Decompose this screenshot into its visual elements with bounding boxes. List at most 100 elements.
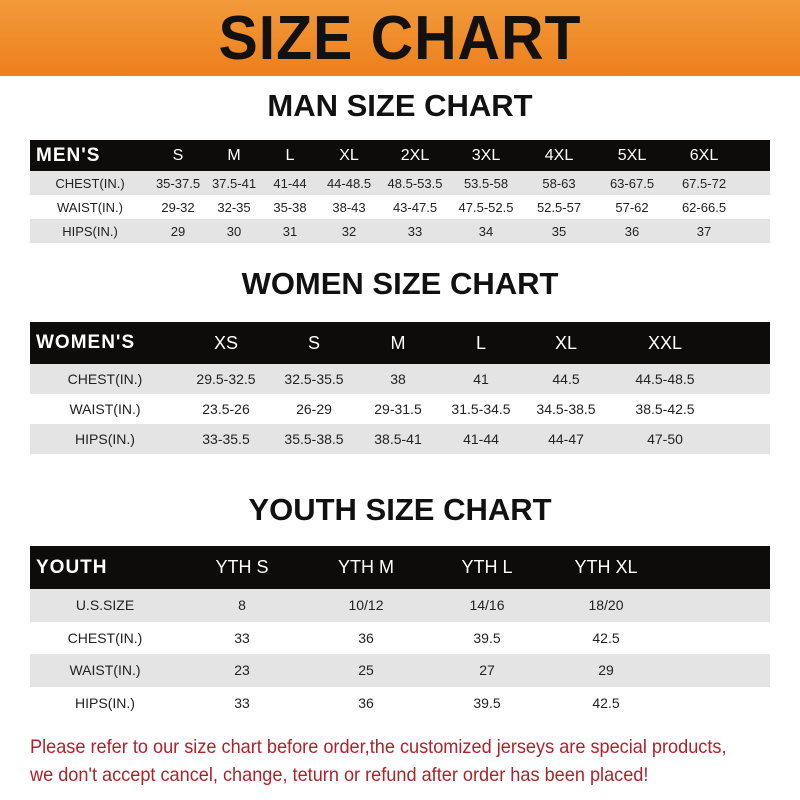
table-cell: 41-44 — [273, 175, 307, 191]
table-cell: 23.5-26 — [202, 401, 250, 417]
size-header: XL — [339, 146, 359, 164]
table-cell: 38-43 — [332, 199, 366, 215]
table-cell: 53.5-58 — [463, 175, 509, 191]
table-cell: 48.5-53.5 — [387, 175, 443, 191]
table-label: YOUTH — [36, 556, 108, 578]
size-header: L — [475, 332, 486, 353]
women-size-table: WOMEN'S XS S M L XL XXL CHEST(IN.) 29.5-32.5 32.5… — [30, 322, 770, 454]
size-header: YTH L — [461, 557, 513, 577]
youth-section-title: YOUTH SIZE CHART — [248, 492, 552, 527]
table-row: U.S.SIZE 8 10/12 14/16 18/20 — [30, 589, 770, 622]
table-cell: 38 — [390, 371, 406, 387]
table-cell: 58-63 — [542, 175, 576, 191]
size-header: M — [390, 332, 406, 353]
size-header: YTH S — [215, 557, 269, 577]
row-label: HIPS(IN.) — [75, 694, 135, 711]
table-cell: 37 — [696, 223, 712, 239]
table-cell: 32.5-35.5 — [284, 371, 344, 387]
row-label: CHEST(IN.) — [67, 371, 143, 387]
table-cell: 33 — [234, 629, 250, 646]
table-cell: 18/20 — [588, 597, 624, 614]
table-row: WAIST(IN.) 29-32 32-35 35-38 38-43 43-47.5 47.… — [30, 195, 770, 219]
table-cell: 41-44 — [463, 431, 499, 447]
notice-line: Please refer to our size chart before or… — [30, 736, 727, 758]
table-cell: 35-38 — [273, 199, 307, 215]
table-cell: 44-48.5 — [326, 175, 372, 191]
page-title: SIZE CHART — [218, 3, 582, 73]
row-label: WAIST(IN.) — [57, 199, 123, 215]
table-row: WAIST(IN.) 23 25 27 29 — [30, 654, 770, 687]
table-cell: 29-31.5 — [374, 401, 422, 417]
table-cell: 62-66.5 — [681, 199, 727, 215]
size-header: 3XL — [471, 146, 501, 164]
row-label: HIPS(IN.) — [62, 223, 118, 239]
table-header-row: MEN'S S M L XL 2XL 3XL 4XL 5XL 6XL — [30, 140, 770, 171]
notice-line: we don't accept cancel, change, teturn o… — [30, 764, 649, 786]
table-cell: 44.5 — [552, 371, 580, 387]
size-header: YTH M — [338, 557, 394, 577]
table-cell: 47-50 — [647, 431, 683, 447]
table-cell: 44.5-48.5 — [635, 371, 695, 387]
table-cell: 14/16 — [469, 597, 505, 614]
size-header: 4XL — [544, 146, 574, 164]
table-cell: 39.5 — [473, 629, 501, 646]
table-cell: 32 — [341, 223, 357, 239]
table-cell: 35 — [551, 223, 567, 239]
size-header: S — [172, 146, 184, 164]
table-row: WAIST(IN.) 23.5-26 26-29 29-31.5 31.5-34.5 34… — [30, 394, 770, 424]
size-header: 6XL — [689, 146, 719, 164]
row-label: CHEST(IN.) — [67, 629, 143, 646]
men-size-table: MEN'S S M L XL 2XL 3XL 4XL 5XL 6XL CHEST(IN.) 35-37… — [30, 140, 770, 243]
order-notice: Please refer to our size chart before or… — [30, 733, 737, 789]
size-header: S — [307, 332, 320, 353]
table-cell: 42.5 — [592, 694, 620, 711]
table-cell: 31 — [282, 223, 298, 239]
table-label: MEN'S — [36, 144, 101, 166]
table-row: HIPS(IN.) 29 30 31 32 33 34 35 36 37 — [30, 219, 770, 243]
table-row: HIPS(IN.) 33 36 39.5 42.5 — [30, 686, 770, 719]
row-label: HIPS(IN.) — [75, 431, 135, 447]
size-header: YTH XL — [574, 557, 638, 577]
table-cell: 23 — [234, 662, 250, 679]
table-cell: 47.5-52.5 — [458, 199, 514, 215]
table-cell: 34 — [478, 223, 494, 239]
table-cell: 29.5-32.5 — [196, 371, 256, 387]
table-cell: 26-29 — [296, 401, 332, 417]
table-cell: 41 — [473, 371, 489, 387]
table-cell: 27 — [479, 662, 495, 679]
table-cell: 29-32 — [161, 199, 195, 215]
table-cell: 43-47.5 — [392, 199, 438, 215]
table-cell: 31.5-34.5 — [451, 401, 511, 417]
youth-size-table: YOUTH YTH S YTH M YTH L YTH XL U.S.SIZE 8 10/12… — [30, 546, 770, 719]
table-cell: 67.5-72 — [681, 175, 727, 191]
table-cell: 8 — [238, 597, 246, 614]
table-header-row: WOMEN'S XS S M L XL XXL — [30, 322, 770, 364]
table-cell: 33-35.5 — [202, 431, 250, 447]
row-label: U.S.SIZE — [75, 597, 135, 614]
table-cell: 37.5-41 — [211, 175, 257, 191]
size-header: XXL — [647, 332, 683, 353]
size-header: 2XL — [400, 146, 430, 164]
table-row: HIPS(IN.) 33-35.5 35.5-38.5 38.5-41 41-44 44-… — [30, 424, 770, 454]
size-header: 5XL — [617, 146, 647, 164]
table-cell: 34.5-38.5 — [536, 401, 596, 417]
table-cell: 29 — [170, 223, 186, 239]
table-cell: 38.5-42.5 — [635, 401, 695, 417]
table-cell: 29 — [598, 662, 614, 679]
size-header: XL — [554, 332, 578, 353]
table-cell: 35.5-38.5 — [284, 431, 344, 447]
size-header: M — [227, 146, 241, 164]
table-cell: 25 — [358, 662, 374, 679]
table-cell: 44-47 — [548, 431, 584, 447]
table-row: CHEST(IN.) 35-37.5 37.5-41 41-44 44-48.5 48.5… — [30, 171, 770, 195]
table-cell: 63-67.5 — [609, 175, 655, 191]
table-cell: 36 — [358, 629, 374, 646]
table-cell: 33 — [234, 694, 250, 711]
men-section-title: MAN SIZE CHART — [267, 88, 533, 123]
table-row: CHEST(IN.) 29.5-32.5 32.5-35.5 38 41 44.5 44.5… — [30, 364, 770, 394]
table-cell: 36 — [624, 223, 640, 239]
table-label: WOMEN'S — [36, 332, 136, 353]
row-label: WAIST(IN.) — [69, 662, 141, 679]
title-banner: SIZE CHART — [0, 0, 800, 76]
table-cell: 38.5-41 — [374, 431, 422, 447]
